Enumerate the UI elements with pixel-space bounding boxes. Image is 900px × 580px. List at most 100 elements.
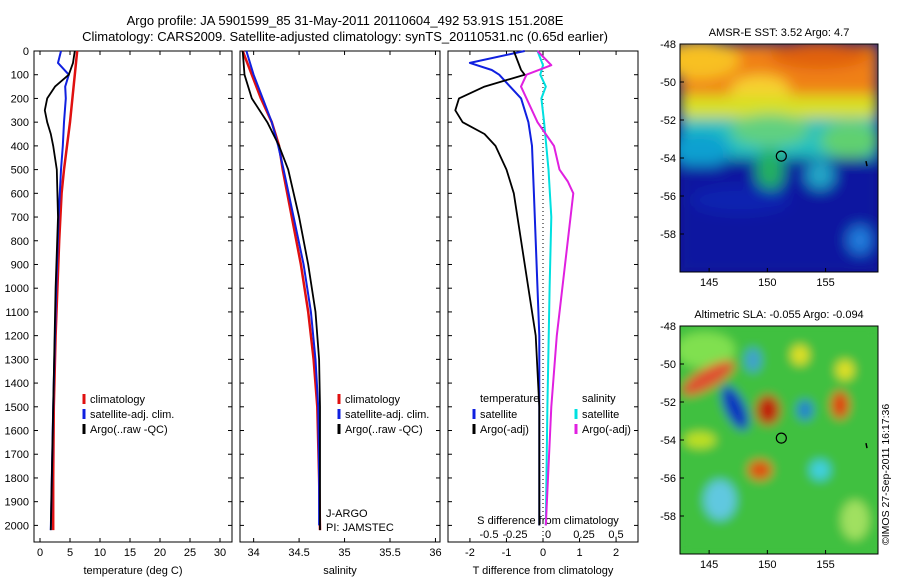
colour-patch [756,395,780,425]
y-tick-label: 800 [11,236,29,248]
track-mark [865,160,868,167]
colour-patch [730,114,810,146]
x-tick-label: 20 [154,547,166,559]
plot-frame [239,50,441,543]
colour-patch [680,132,730,168]
x-tick-label: 34.5 [288,547,309,559]
y-tick-label: 600 [11,188,29,200]
series-line-temperature-argo-adj- [454,50,541,526]
y-tick-label: 1500 [5,402,29,414]
map-y-tick-label: -56 [660,191,676,203]
series-line-satellite-adj-clim- [245,50,321,526]
y-tick-label: 1100 [5,307,29,319]
colour-patch [836,360,854,380]
legend-label: satellite-adj. clim. [345,409,429,421]
plot-frame [33,50,233,543]
x-tick-label: 1 [576,547,582,559]
x-tick-label: 25 [184,547,196,559]
y-tick-label: 2000 [5,520,29,532]
x-tick-label-s: 0.25 [573,529,594,541]
header-line-1: Argo profile: JA 5901599_85 31-May-2011 … [126,13,564,28]
map-y-tick-label: -52 [660,397,676,409]
map-panel-amsre-sst-map: AMSR-E SST: 3.52 Argo: 4.7 145 150 155 -48 -5… [660,27,879,289]
map-x-tick-label: 145 [700,277,718,289]
legend-label: Argo(-adj) [582,424,631,436]
series-line-argo-raw-qc- [43,50,76,531]
track-mark [865,442,868,449]
y-tick-label: 100 [11,70,29,82]
y-tick-label: 1700 [5,449,29,461]
x-tick-label: 10 [94,547,106,559]
y-tick-label: 1000 [5,283,29,295]
map-title: Altimetric SLA: -0.055 Argo: -0.094 [694,309,863,321]
colour-patch [770,44,870,69]
profile-panel-difference-profile: -2 -1 0 1 2 T difference from climatology -0.5… [447,50,639,577]
series-line-argo-raw-qc- [241,50,321,531]
colour-patch [745,348,761,372]
legend-label: satellite [480,409,517,421]
argo-position-marker [775,432,787,444]
colour-patch [820,122,878,158]
colour-patch [684,432,716,448]
argo-position-marker [775,150,787,162]
y-tick-label: 1400 [5,378,29,390]
y-tick-label: 300 [11,117,29,129]
map-y-tick-label: -58 [660,229,676,241]
legend-label: Argo(-adj) [480,424,529,436]
colour-patch [680,44,740,80]
map-y-tick-label: -54 [660,435,676,447]
map-y-tick-label: -54 [660,153,676,165]
map-y-tick-label: -50 [660,359,676,371]
plot-frame [447,50,639,543]
map-x-tick-label: 150 [758,559,776,571]
x-tick-label-s: 0 [545,529,551,541]
legend-label: climatology [90,394,146,406]
x-tick-label: -1 [502,547,512,559]
x-tick-label: 0 [37,547,43,559]
map-field [680,44,878,272]
colour-patch [756,148,784,192]
y-tick-label: 1800 [5,473,29,485]
colour-patch [748,460,772,480]
profile-panel-salinity-profile: 34 34.5 35 35.5 36 salinity climatology satelli… [239,50,442,577]
map-y-tick-label: -52 [660,115,676,127]
map-y-tick-label: -48 [660,321,676,333]
x-axis-label-s: S difference from climatology [477,515,619,527]
x-tick-label-s: 0.5 [608,529,623,541]
y-tick-label: 1900 [5,497,29,509]
x-tick-label: -2 [465,547,475,559]
y-tick-label: 1600 [5,426,29,438]
colour-patch [841,500,869,540]
x-axis-label: salinity [323,565,357,577]
colour-patch [690,186,790,214]
x-tick-label: 30 [214,547,226,559]
colour-patch [704,480,736,520]
y-tick-label: 1200 [5,331,29,343]
colour-patch [791,345,809,365]
colour-patch [721,385,749,431]
map-y-tick-label: -56 [660,473,676,485]
map-title: AMSR-E SST: 3.52 Argo: 4.7 [709,27,850,39]
series-line-salinity-satellite [536,50,553,526]
colour-patch [806,161,834,189]
x-axis-label: T difference from climatology [473,565,614,577]
x-axis-label: temperature (deg C) [83,565,182,577]
map-x-tick-label: 155 [816,559,834,571]
series-line-temperature-satellite [468,50,541,526]
x-tick-label: 35.5 [379,547,400,559]
colour-patch [797,400,813,420]
x-tick-label: 5 [67,547,73,559]
map-panel-altimetric-sla-map: Altimetric SLA: -0.055 Argo: -0.094 145 15… [660,309,879,571]
y-tick-label: 700 [11,212,29,224]
colour-patch [681,360,735,396]
map-y-tick-label: -48 [660,39,676,51]
legend-label: climatology [345,394,401,406]
colour-patch [848,226,872,254]
colour-patch [831,391,849,419]
x-tick-label: 35 [338,547,350,559]
legend-heading-salinity: salinity [582,393,616,405]
y-tick-label: 400 [11,141,29,153]
x-tick-label: 34 [248,547,260,559]
colour-patch [810,460,830,480]
